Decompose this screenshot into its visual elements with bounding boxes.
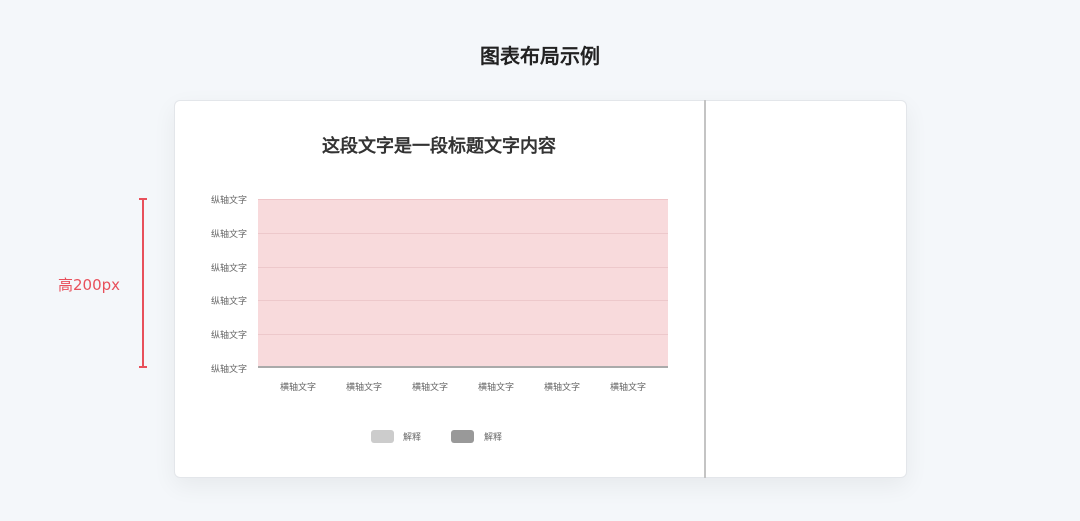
x-tick-label: 横轴文字 — [345, 383, 382, 393]
divider — [704, 100, 706, 478]
x-tick-label: 横轴文字 — [477, 383, 514, 393]
gridline — [258, 300, 668, 301]
height-bracket — [142, 199, 144, 367]
gridline — [258, 267, 668, 268]
y-tick-label: 纵轴文字 — [210, 230, 247, 240]
chart-title: 这段文字是一段标题文字内容 — [322, 136, 556, 157]
legend-swatch-light — [371, 430, 394, 443]
y-tick-label: 纵轴文字 — [210, 297, 247, 307]
page-title: 图表布局示例 — [480, 44, 600, 68]
legend-swatch-dark — [451, 430, 474, 443]
height-annotation: 高200px — [58, 276, 121, 294]
y-tick-label: 纵轴文字 — [210, 331, 247, 341]
legend-label: 解释 — [403, 433, 422, 443]
y-tick-label: 纵轴文字 — [210, 365, 247, 375]
x-tick-label: 横轴文字 — [543, 383, 580, 393]
x-tick-label: 横轴文字 — [279, 383, 316, 393]
bracket-cap-bottom — [139, 366, 147, 368]
y-tick-label: 纵轴文字 — [210, 196, 247, 206]
bracket-cap-top — [139, 198, 147, 200]
plot-area — [258, 199, 668, 368]
legend-label: 解释 — [484, 433, 503, 443]
x-tick-label: 横轴文字 — [411, 383, 448, 393]
gridline — [258, 233, 668, 234]
gridline — [258, 334, 668, 335]
x-tick-label: 横轴文字 — [609, 383, 646, 393]
y-tick-label: 纵轴文字 — [210, 264, 247, 274]
